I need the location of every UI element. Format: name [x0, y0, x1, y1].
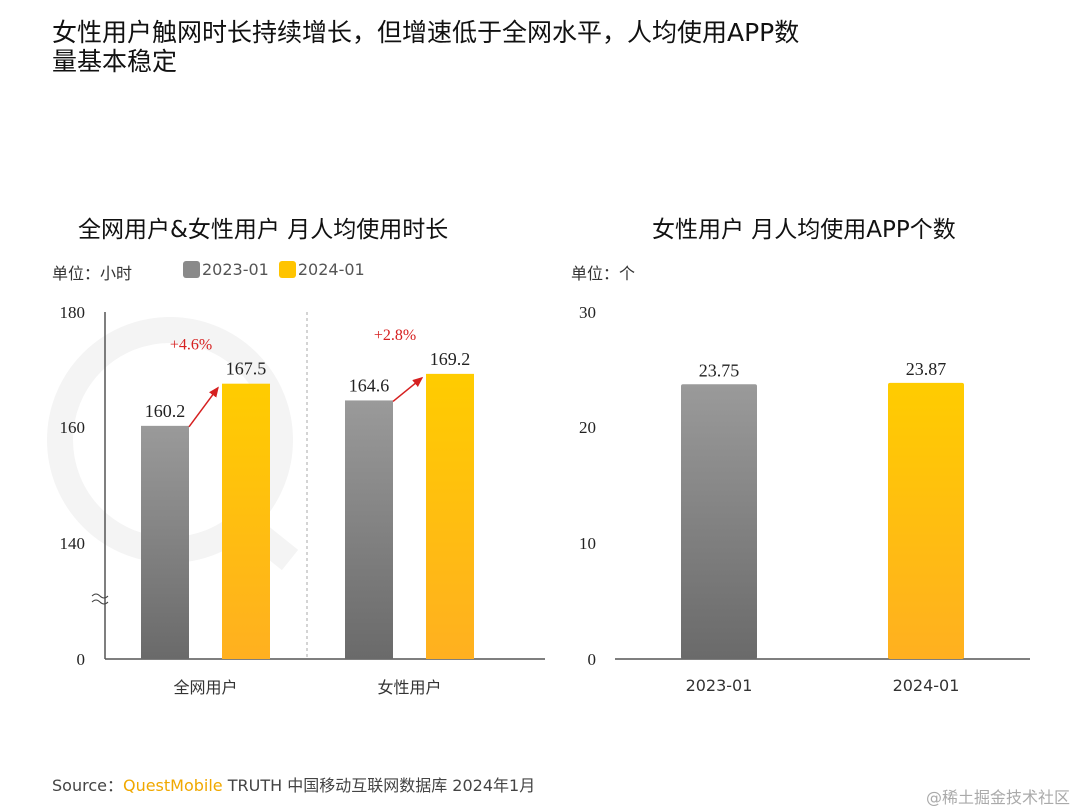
data-label: 23.87: [906, 359, 947, 379]
y-tick-label: 20: [579, 418, 596, 437]
legend: 2023-01 2024-01: [183, 260, 365, 279]
x-tick-label: 女性用户: [377, 678, 441, 697]
legend-2023: 2023-01: [183, 260, 269, 279]
data-label: 164.6: [349, 375, 390, 395]
left-unit: 单位：小时: [52, 264, 133, 283]
y-tick-label: 140: [60, 534, 86, 553]
x-tick-label: 2024-01: [893, 676, 960, 695]
x-tick-label: 2023-01: [686, 676, 753, 695]
legend-label-2023: 2023-01: [202, 260, 269, 279]
source-brand: QuestMobile: [122, 776, 223, 795]
bar-2023-01: [681, 384, 757, 659]
y-tick-label: 30: [579, 303, 596, 322]
source-text: TRUTH 中国移动互联网数据库 2024年1月: [222, 776, 536, 795]
watermark: @稀土掘金技术社区: [925, 788, 1070, 807]
legend-swatch-2023: [183, 261, 200, 278]
growth-label: +4.6%: [170, 337, 212, 354]
left-chart-title: 全网用户&女性用户 月人均使用时长: [78, 217, 449, 243]
growth-arrow: [392, 376, 424, 403]
legend-label-2024: 2024-01: [297, 260, 365, 279]
bar-2023: [345, 400, 393, 659]
y-tick-label: 160: [60, 418, 86, 437]
legend-swatch-2024: [278, 261, 296, 278]
x-tick-label: 全网用户: [173, 678, 237, 697]
data-label: 167.5: [226, 359, 267, 379]
data-label: 169.2: [430, 349, 471, 369]
right-chart-title: 女性用户 月人均使用APP个数: [652, 217, 956, 243]
y-tick-label: 0: [588, 650, 597, 669]
bar-2024: [222, 383, 270, 659]
page-title: 女性用户触网时长持续增长，但增速低于全网水平，人均使用APP数量基本稳定: [52, 18, 800, 76]
legend-2024: 2024-01: [278, 260, 365, 279]
bar-2024-01: [888, 382, 964, 659]
data-label: 160.2: [145, 401, 186, 421]
source-footer: Source：QuestMobile TRUTH 中国移动互联网数据库 2024…: [52, 772, 535, 796]
y-tick-label: 10: [579, 534, 596, 553]
growth-label: +2.8%: [374, 327, 416, 344]
y-tick-label: 180: [60, 303, 86, 322]
y-tick-label: 0: [77, 650, 86, 669]
axis-break-icon: [91, 593, 109, 605]
bar-2024: [426, 373, 474, 659]
right-unit: 单位：个: [571, 264, 636, 283]
bar-2023: [141, 425, 189, 659]
data-label: 23.75: [699, 360, 740, 380]
source-label: Source：: [52, 776, 123, 795]
growth-arrow: [188, 386, 219, 428]
